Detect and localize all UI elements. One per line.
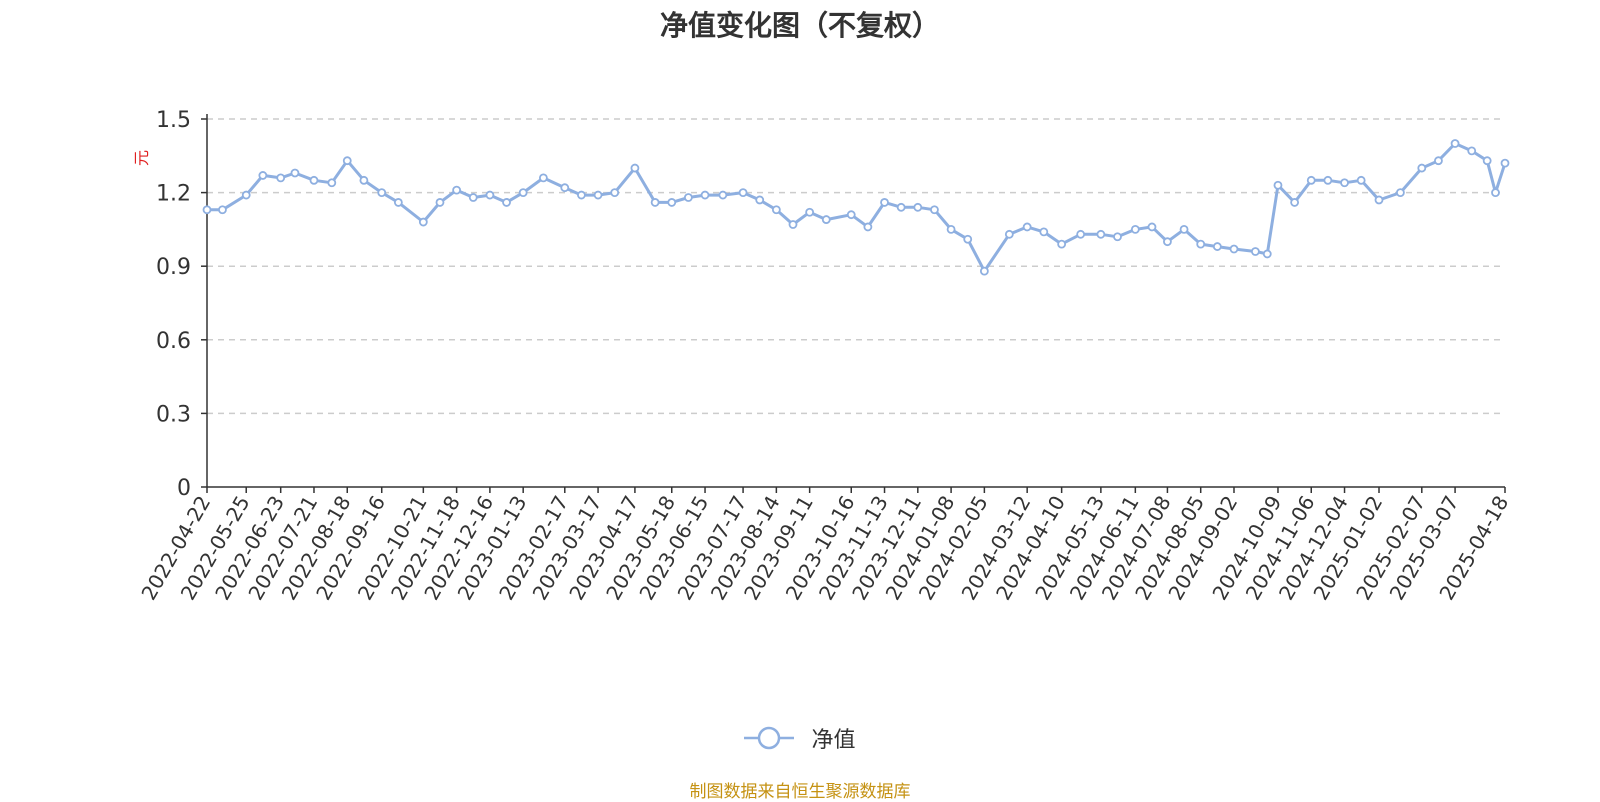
y-tick-label: 0.3: [156, 402, 191, 427]
data-point: [1057, 239, 1067, 249]
data-point: [1022, 222, 1032, 232]
data-point: [1039, 227, 1049, 237]
data-point: [1467, 146, 1477, 156]
data-point: [755, 195, 765, 205]
y-axis-label: 元: [132, 150, 151, 166]
data-point: [718, 190, 728, 200]
data-point: [241, 190, 251, 200]
data-point: [650, 198, 660, 207]
data-point: [1306, 175, 1316, 185]
data-point: [1356, 175, 1366, 185]
data-point: [1113, 232, 1122, 242]
data-point: [1229, 244, 1239, 254]
data-point: [1004, 229, 1014, 239]
data-point: [738, 188, 748, 198]
data-point: [1450, 139, 1460, 148]
y-tick-label: 1.5: [156, 108, 191, 133]
y-tick-label: 0.9: [156, 255, 191, 280]
data-point: [1130, 224, 1140, 234]
data-point: [258, 171, 268, 180]
data-point: [342, 156, 352, 166]
data-point: [1212, 242, 1222, 251]
data-point: [418, 217, 428, 227]
data-point: [276, 173, 286, 183]
data-point: [771, 205, 781, 215]
data-point: [577, 190, 586, 200]
data-point: [1147, 222, 1157, 232]
data-point: [518, 188, 528, 198]
y-tick-label: 0: [177, 476, 191, 501]
data-point: [1500, 158, 1510, 168]
legend-line-circle-icon: [744, 726, 795, 750]
legend[interactable]: 净值: [0, 722, 1600, 754]
data-point: [821, 215, 831, 224]
data-point: [377, 188, 387, 198]
data-point: [1323, 175, 1333, 185]
data-point: [963, 234, 973, 244]
data-point: [468, 193, 478, 202]
data-point: [1163, 237, 1172, 247]
data-point: [1250, 247, 1260, 256]
data-point: [788, 220, 798, 229]
data-point: [805, 207, 815, 217]
data-point: [327, 178, 337, 188]
data-point: [1395, 188, 1405, 198]
data-point: [1374, 195, 1384, 205]
y-tick-label: 0.6: [156, 329, 191, 354]
data-point: [863, 222, 873, 232]
data-point: [846, 210, 856, 220]
data-point: [202, 205, 212, 215]
data-point: [610, 188, 620, 198]
data-point: [684, 193, 693, 202]
data-point: [946, 224, 956, 234]
data-point: [979, 266, 989, 276]
data-point: [667, 198, 677, 207]
data-point: [593, 190, 603, 200]
y-tick-label: 1.2: [156, 182, 191, 207]
chart-title: 净值变化图（不复权）: [659, 9, 940, 42]
data-point: [930, 205, 939, 215]
y-axis-ticks: 0 0.3 0.6 0.9 1.2 1.5: [156, 108, 207, 501]
data-point: [560, 183, 570, 193]
data-point: [1076, 229, 1086, 239]
legend-label: 净值: [811, 728, 856, 753]
data-point: [290, 168, 300, 178]
data-point: [1434, 156, 1443, 166]
data-point: [435, 198, 445, 207]
data-point: [880, 198, 889, 207]
data-point: [1417, 163, 1427, 173]
data-point: [896, 202, 906, 212]
data-point: [1340, 178, 1349, 188]
data-point: [485, 190, 495, 200]
data-point: [538, 173, 548, 183]
data-point: [1482, 156, 1492, 166]
data-point: [913, 202, 923, 212]
series-line: [207, 142, 1507, 273]
data-point: [1179, 224, 1189, 234]
data-point: [452, 185, 462, 195]
data-point: [1096, 229, 1106, 239]
x-axis-ticks: 2022-04-222022-05-252022-06-232022-07-21…: [136, 487, 1513, 604]
data-point: [218, 205, 227, 215]
line-chart: 0 0.3 0.6 0.9 1.2 1.5 2022-04-222022-05-25202…: [132, 108, 1513, 604]
data-point: [502, 198, 511, 207]
data-point: [1262, 249, 1272, 259]
data-point: [393, 198, 403, 207]
data-point: [309, 175, 319, 185]
data-point: [1196, 239, 1206, 249]
data-point: [630, 163, 640, 173]
data-point: [700, 190, 710, 200]
series-layer: [202, 139, 1510, 276]
data-source-note: 制图数据来自恒生聚源数据库: [689, 782, 911, 802]
axes: [206, 114, 1505, 488]
data-point: [1290, 198, 1300, 207]
data-point: [359, 175, 369, 185]
data-point: [1491, 188, 1500, 198]
grid-lines: [207, 118, 1505, 415]
data-point: [1273, 180, 1283, 190]
